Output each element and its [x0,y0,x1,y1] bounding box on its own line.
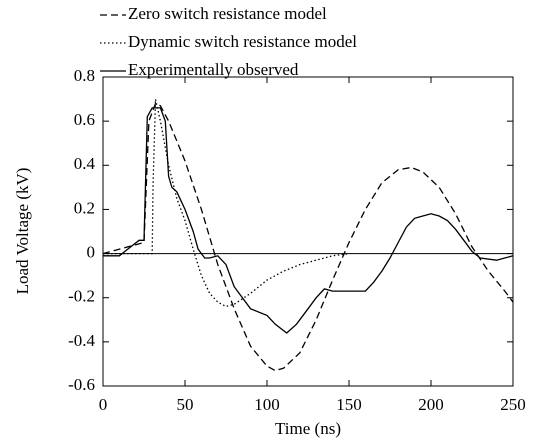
x-tick-label: 200 [418,395,444,414]
legend-label: Experimentally observed [128,60,299,79]
plot-frame [102,76,514,387]
x-tick-label: 150 [336,395,362,414]
series-line [102,102,514,372]
y-tick-label: -0.4 [68,331,95,350]
y-tick-label: -0.6 [68,375,95,394]
series-line [103,98,350,308]
y-tick-label: -0.2 [68,287,95,306]
y-tick-label: 0.2 [74,198,95,217]
y-tick-label: 0.8 [74,66,95,85]
legend-label: Dynamic switch resistance model [128,32,357,51]
y-tick-label: 0 [87,242,96,261]
x-tick-label: 250 [500,395,526,414]
x-tick-label: 100 [254,395,280,414]
y-tick-label: 0.6 [74,110,95,129]
x-tick-label: 0 [99,395,108,414]
legend-label: Zero switch resistance model [128,4,327,23]
y-axis-label: Load Voltage (kV) [13,168,32,295]
y-tick-label: 0.4 [74,154,96,173]
x-tick-label: 50 [177,395,194,414]
x-axis-label: Time (ns) [275,419,341,438]
series-line [103,107,514,334]
